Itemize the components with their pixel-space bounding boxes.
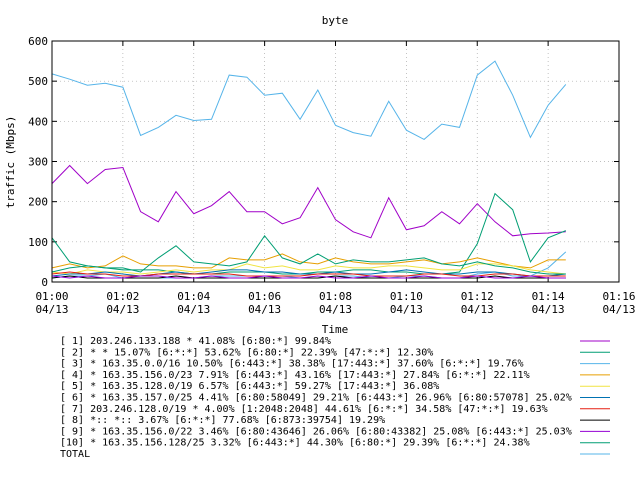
x-tick-time-label: 01:14 — [532, 290, 565, 303]
y-tick-label: 600 — [28, 35, 48, 48]
legend-entry-2: [ 2] * * 15.07% [6:*:*] 53.62% [6:80:*] … — [60, 347, 433, 358]
legend-entry-7: [ 7] 203.246.128.0/19 * 4.00% [1:2048:20… — [60, 404, 548, 415]
axis-ticks: 010020030040050060001:0004/1301:0204/130… — [28, 35, 635, 316]
x-tick-time-label: 01:06 — [248, 290, 281, 303]
chart-title: byte — [322, 14, 349, 27]
x-tick-time-label: 01:16 — [602, 290, 635, 303]
x-tick-date-label: 04/13 — [248, 303, 281, 316]
series-line-9 — [51, 275, 566, 279]
y-tick-label: 0 — [41, 276, 48, 289]
x-tick-date-label: 04/13 — [106, 303, 139, 316]
series-line-2 — [51, 192, 566, 275]
series-line-10 — [51, 234, 566, 275]
series-line-4 — [51, 253, 566, 269]
y-tick-label: 200 — [28, 196, 48, 209]
x-tick-time-label: 01:12 — [461, 290, 494, 303]
series-line-8 — [51, 275, 566, 279]
x-tick-date-label: 04/13 — [177, 303, 210, 316]
x-tick-time-label: 01:10 — [390, 290, 423, 303]
y-tick-label: 500 — [28, 75, 48, 88]
legend-entry-5: [ 5] * 163.35.128.0/19 6.57% [6:443:*] 5… — [60, 381, 439, 392]
x-tick-time-label: 01:02 — [106, 290, 139, 303]
x-tick-time-label: 01:00 — [35, 290, 68, 303]
legend-entry-11: TOTAL — [60, 449, 90, 460]
grid — [52, 41, 619, 282]
series-lines — [51, 60, 567, 279]
x-tick-date-label: 04/13 — [602, 303, 635, 316]
legend-entry-1: [ 1] 203.246.133.188 * 41.08% [6:80:*] 9… — [60, 336, 331, 347]
legend-entry-10: [10] * 163.35.156.128/25 3.32% [6:443:*]… — [60, 438, 530, 449]
series-line-1 — [51, 164, 566, 239]
plot-frame — [51, 40, 620, 283]
legend: [ 1] 203.246.133.188 * 41.08% [6:80:*] 9… — [60, 336, 610, 460]
legend-entry-9: [ 9] * 163.35.156.0/22 3.46% [6:80:43646… — [60, 426, 572, 437]
x-tick-time-label: 01:04 — [177, 290, 210, 303]
x-tick-date-label: 04/13 — [532, 303, 565, 316]
legend-entry-3: [ 3] * 163.35.0.0/16 10.50% [6:443:*] 38… — [60, 359, 524, 370]
x-tick-date-label: 04/13 — [35, 303, 68, 316]
series-line-5 — [51, 263, 566, 275]
y-tick-label: 400 — [28, 115, 48, 128]
x-tick-time-label: 01:08 — [319, 290, 352, 303]
legend-entry-8: [ 8] *:: *:: 3.67% [6:*:*] 77.68% [6:873… — [60, 415, 385, 426]
x-tick-date-label: 04/13 — [319, 303, 352, 316]
y-axis-label: traffic (Mbps) — [4, 116, 17, 209]
x-tick-date-label: 04/13 — [390, 303, 423, 316]
y-tick-label: 300 — [28, 156, 48, 169]
x-tick-date-label: 04/13 — [461, 303, 494, 316]
legend-entry-4: [ 4] * 163.35.156.0/23 7.91% [6:443:*] 4… — [60, 370, 530, 381]
legend-entry-6: [ 6] * 163.35.157.0/25 4.41% [6:80:58049… — [60, 393, 572, 404]
y-tick-label: 100 — [28, 236, 48, 249]
x-axis-label: Time — [322, 323, 349, 336]
series-line-11 — [51, 60, 567, 141]
